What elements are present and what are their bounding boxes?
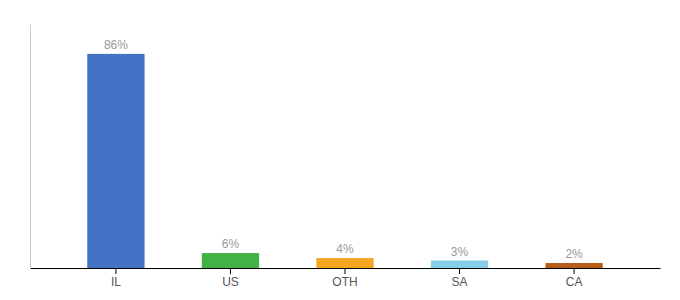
x-tick-mark (345, 268, 346, 274)
x-tick-label: CA (566, 275, 583, 289)
plot: IL US OTH SA CA 86% 6% 4% 3% 2% (31, 25, 661, 289)
bars (87, 54, 602, 268)
x-tick-label: US (222, 275, 239, 289)
bar (431, 261, 488, 268)
data-labels: 86% 6% 4% 3% 2% (104, 38, 583, 261)
y-axis (30, 25, 31, 269)
x-tick-label: SA (452, 275, 468, 289)
x-tick: US (222, 268, 239, 289)
x-tick-mark (230, 268, 231, 274)
bar (316, 258, 373, 268)
x-tick-label: OTH (332, 275, 357, 289)
data-label: 6% (222, 237, 240, 251)
data-label: 86% (104, 38, 128, 52)
x-tick-mark (115, 268, 116, 274)
x-tick: SA (452, 268, 468, 289)
x-tick: IL (111, 268, 121, 289)
data-label: 3% (451, 245, 469, 259)
chart: IL US OTH SA CA 86% 6% 4% 3% 2% (0, 0, 680, 300)
y-axis-line (30, 25, 31, 269)
x-tick-mark (574, 268, 575, 274)
bar (202, 253, 259, 268)
bar (545, 263, 602, 268)
x-tick: CA (566, 268, 583, 289)
bar (87, 54, 144, 268)
x-tick-mark (459, 268, 460, 274)
data-label: 4% (336, 242, 354, 256)
x-tick-label: IL (111, 275, 121, 289)
data-label: 2% (565, 247, 583, 261)
x-tick: OTH (332, 268, 357, 289)
x-axis: IL US OTH SA CA (31, 268, 661, 289)
